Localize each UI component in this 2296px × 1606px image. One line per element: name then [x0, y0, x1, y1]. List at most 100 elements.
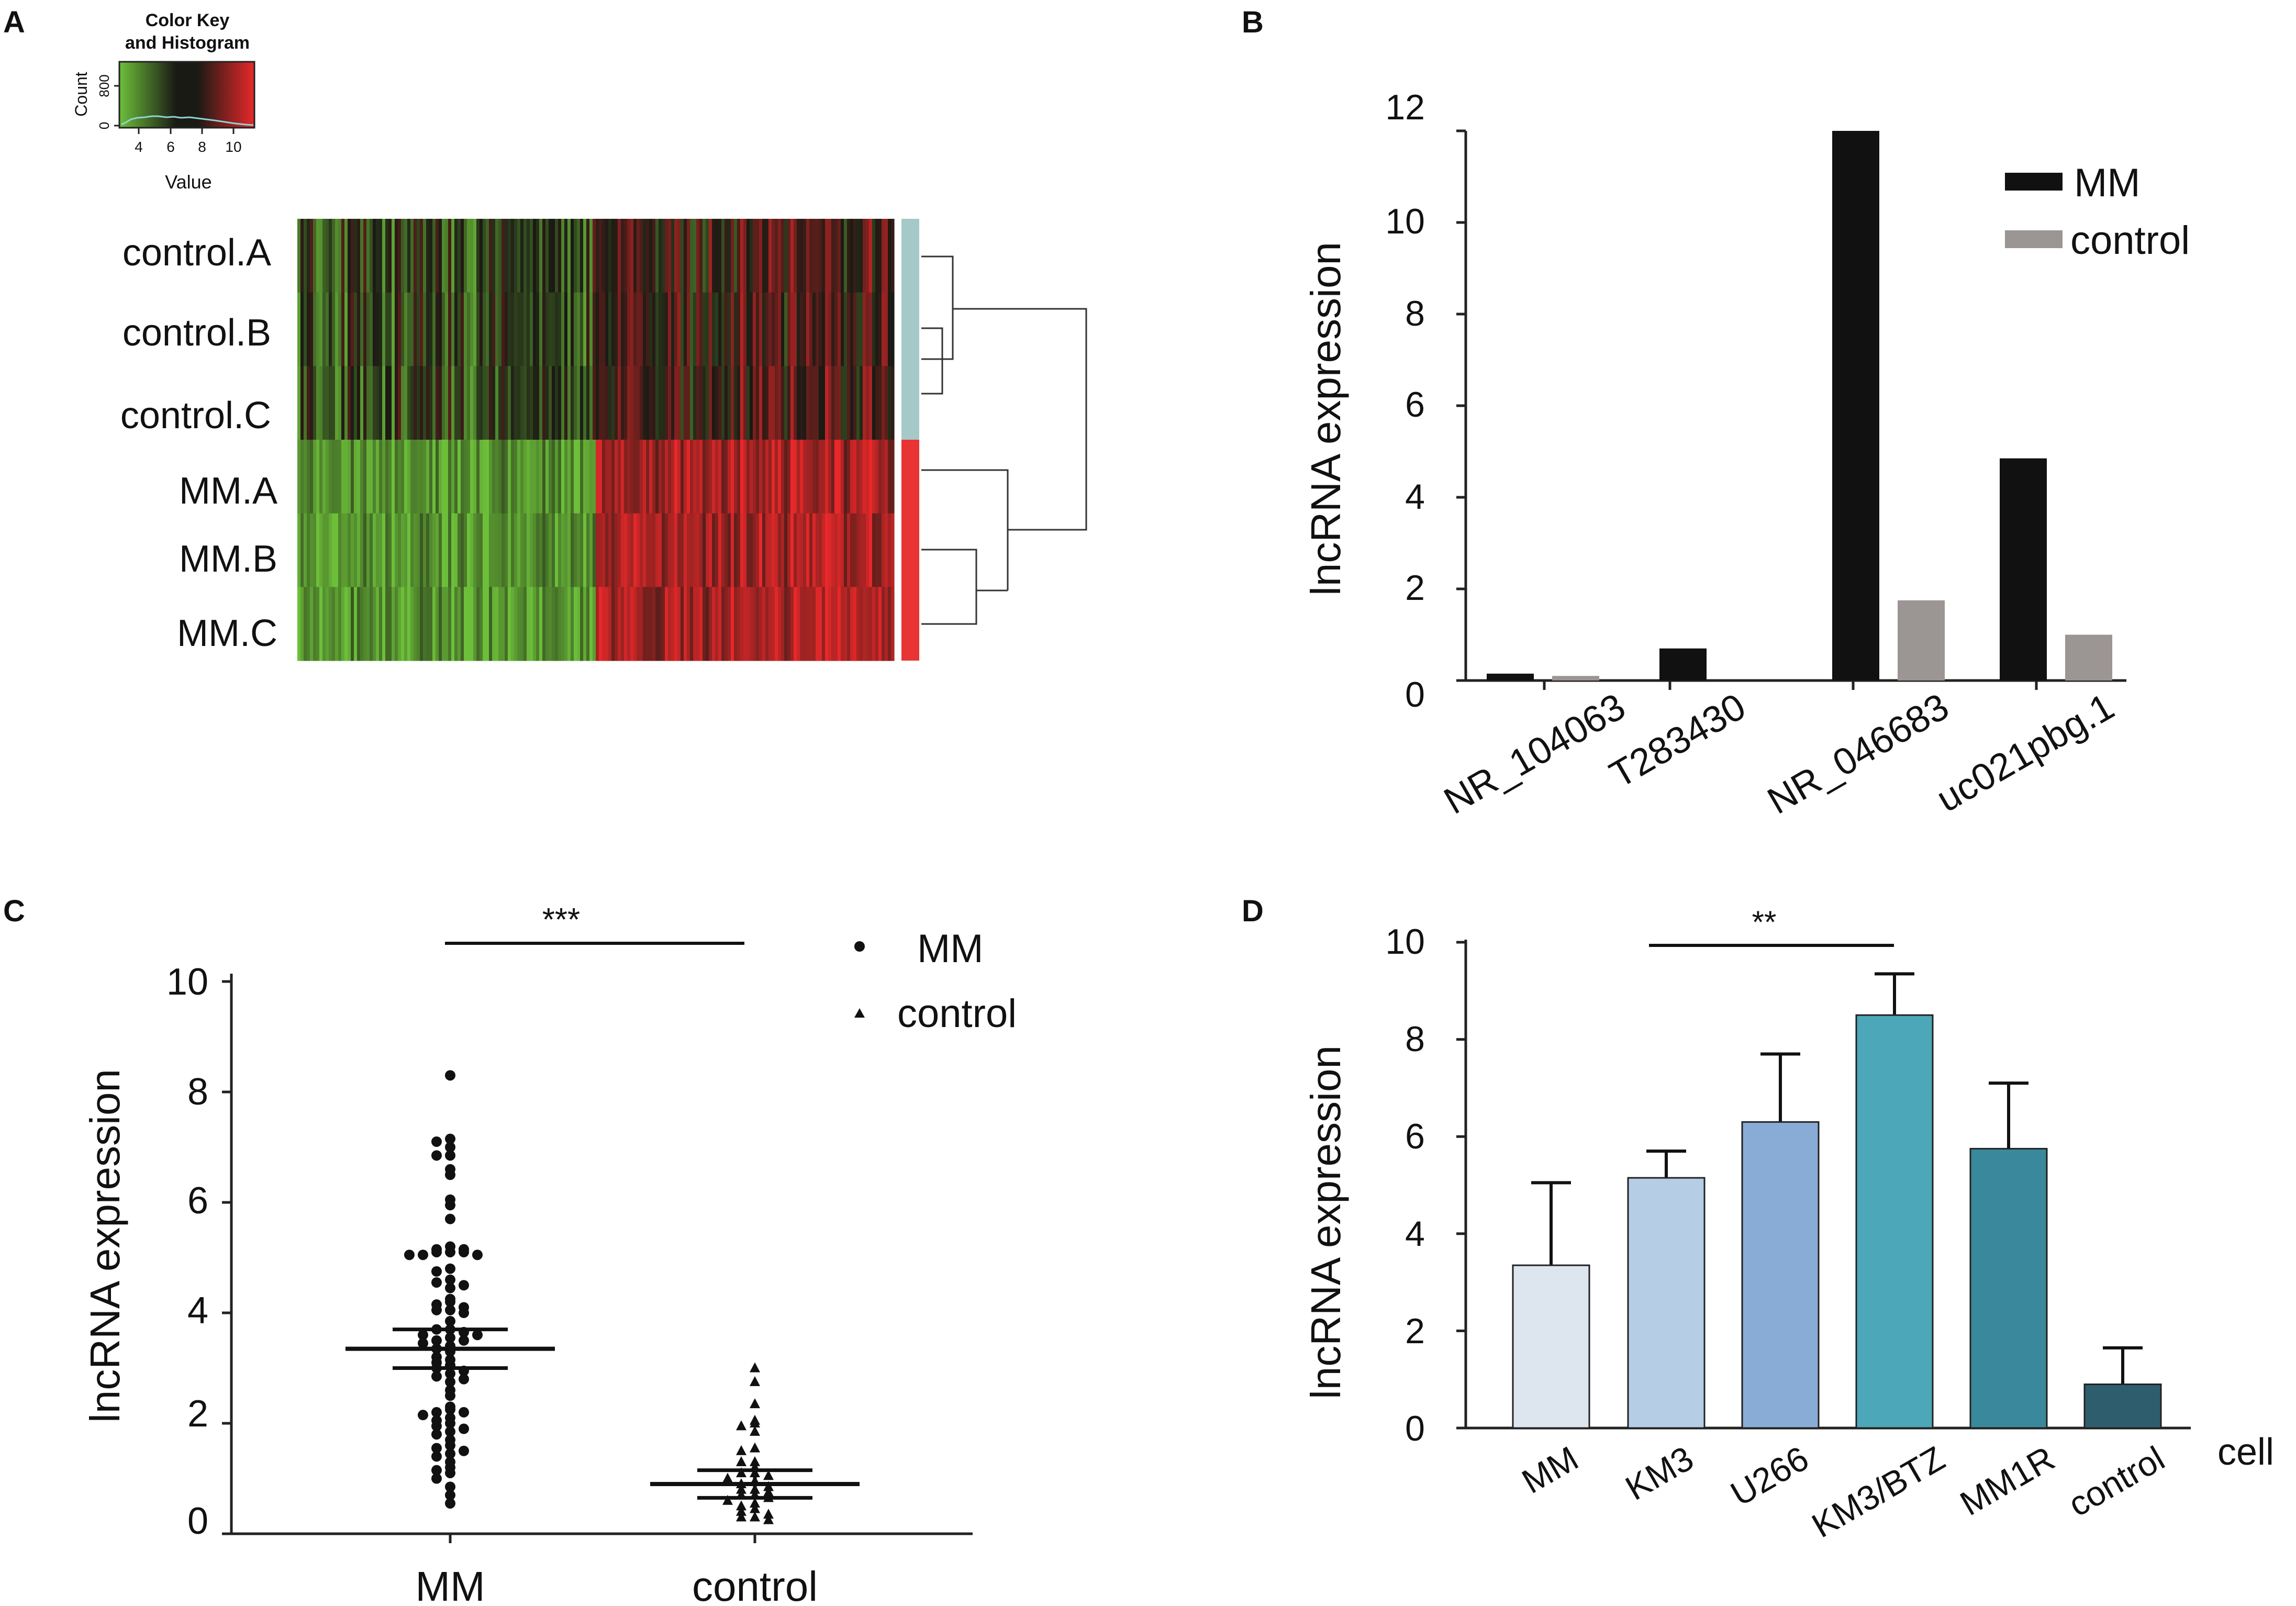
heatmap-cell — [395, 292, 398, 366]
heatmap-cell — [297, 587, 301, 661]
heatmap-cell — [655, 513, 659, 587]
c-point-control — [763, 1470, 774, 1480]
heatmap-cell — [677, 366, 681, 440]
heatmap-cell — [740, 219, 744, 293]
heatmap-cell — [850, 587, 854, 661]
heatmap-cell — [762, 292, 766, 366]
heatmap-cell — [728, 366, 731, 440]
heatmap-cell — [451, 366, 455, 440]
heatmap-cell — [426, 440, 430, 514]
heatmap-cell — [743, 366, 747, 440]
heatmap-cell — [517, 366, 521, 440]
heatmap-cell — [533, 513, 537, 587]
heatmap-cell — [615, 513, 618, 587]
b-bar-control — [1552, 676, 1599, 681]
heatmap-cell — [618, 587, 621, 661]
heatmap-cell — [498, 587, 502, 661]
heatmap-cell — [605, 587, 609, 661]
heatmap-cell — [674, 587, 678, 661]
heatmap-cell — [640, 366, 643, 440]
heatmap-cell — [357, 513, 361, 587]
heatmap-cell — [693, 219, 697, 293]
heatmap-cell — [555, 366, 559, 440]
heatmap-row-label: control.B — [122, 312, 271, 354]
heatmap-cell — [677, 440, 681, 514]
heatmap-cell — [753, 440, 756, 514]
heatmap-cell — [410, 366, 414, 440]
heatmap-cell — [706, 366, 709, 440]
heatmap-cell — [505, 292, 508, 366]
heatmap-row-label: MM.B — [179, 538, 277, 580]
heatmap-cell — [797, 366, 800, 440]
heatmap-cell — [583, 513, 587, 587]
heatmap-cell — [863, 513, 866, 587]
c-point-mm — [431, 1421, 442, 1432]
heatmap-cell — [621, 440, 625, 514]
heatmap-cell — [621, 587, 625, 661]
heatmap-cell — [410, 513, 414, 587]
heatmap-cell — [624, 219, 628, 293]
heatmap-cell — [445, 440, 449, 514]
heatmap-cell — [728, 440, 731, 514]
heatmap-cell — [709, 219, 712, 293]
heatmap-cell — [659, 366, 662, 440]
heatmap-cell — [878, 440, 882, 514]
heatmap-cell — [511, 366, 515, 440]
heatmap-cell — [467, 440, 471, 514]
heatmap-cell — [794, 292, 797, 366]
heatmap-cell — [520, 219, 524, 293]
heatmap-cell — [863, 219, 866, 293]
heatmap-cell — [725, 587, 728, 661]
heatmap-cell — [728, 513, 731, 587]
heatmap-cell — [420, 366, 423, 440]
heatmap-cell — [706, 440, 709, 514]
heatmap-cell — [577, 292, 581, 366]
heatmap-cell — [885, 292, 888, 366]
d-xlabel: cell — [2217, 1431, 2274, 1473]
heatmap-cell — [545, 292, 549, 366]
heatmap-cell — [542, 292, 546, 366]
c-point-mm — [445, 1404, 455, 1415]
heatmap-cell — [420, 219, 423, 293]
heatmap-cell — [737, 587, 741, 661]
heatmap-cell — [693, 292, 697, 366]
heatmap-cell — [464, 587, 467, 661]
heatmap-cell — [841, 513, 844, 587]
heatmap-cell — [828, 292, 832, 366]
c-ytick: 6 — [187, 1180, 208, 1222]
heatmap-cell — [545, 513, 549, 587]
heatmap-cell — [787, 587, 791, 661]
c-point-mm — [445, 1150, 455, 1161]
heatmap-cell — [627, 292, 631, 366]
heatmap-cell — [561, 292, 565, 366]
heatmap-cell — [300, 366, 304, 440]
heatmap-cell — [357, 440, 361, 514]
b-bar-MM — [1659, 648, 1707, 681]
c-point-control — [750, 1376, 760, 1386]
heatmap-cell — [662, 366, 665, 440]
c-point-mm — [459, 1423, 469, 1434]
heatmap-cell — [659, 292, 662, 366]
heatmap-cell — [596, 219, 599, 293]
c-legend-label-mm: MM — [917, 927, 984, 971]
heatmap-cell — [882, 440, 885, 514]
heatmap-cell — [322, 292, 326, 366]
heatmap-cell — [734, 219, 738, 293]
heatmap-cell — [615, 587, 618, 661]
heatmap-cell — [731, 219, 734, 293]
b-bar-control — [2065, 634, 2112, 681]
heatmap-cell — [501, 440, 505, 514]
heatmap-cell — [498, 219, 502, 293]
heatmap-cell — [517, 292, 521, 366]
heatmap-cell — [583, 440, 587, 514]
heatmap-cell — [856, 513, 860, 587]
heatmap-cell — [762, 440, 766, 514]
heatmap-cell — [762, 366, 766, 440]
heatmap-cell — [454, 219, 458, 293]
heatmap-cell — [404, 440, 408, 514]
heatmap-cell — [869, 366, 873, 440]
heatmap-cell — [753, 292, 756, 366]
heatmap-cell — [734, 513, 738, 587]
heatmap-cell — [630, 440, 634, 514]
heatmap-cell — [812, 366, 816, 440]
